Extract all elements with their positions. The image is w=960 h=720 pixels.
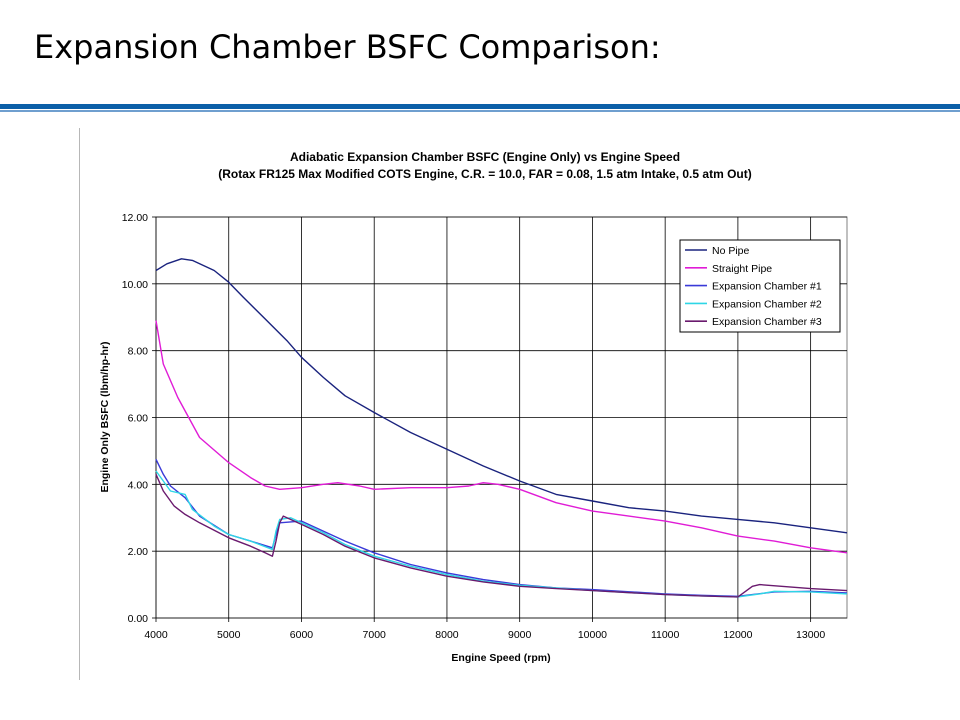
x-tick-label: 12000: [723, 629, 752, 641]
title-divider-light: [0, 110, 960, 112]
legend: No Pipe Straight Pipe Expansion Chamber #1…: [679, 239, 841, 333]
axis-ticks: 4000 5000 6000 7000 8000 9000 10000 11000 12000 1…: [122, 212, 826, 641]
x-tick-label: 10000: [578, 629, 607, 641]
content-left-rule: [79, 128, 80, 680]
y-tick-label: 4.00: [128, 479, 149, 491]
y-axis-label: Engine Only BSFC (lbm/hp-hr): [99, 341, 111, 492]
y-tick-label: 8.00: [128, 346, 149, 358]
legend-label-expansion-chamber-2: Expansion Chamber #2: [712, 298, 822, 310]
series-lines: [155, 258, 848, 598]
x-tick-label: 6000: [290, 629, 314, 641]
chart-title: Adiabatic Expansion Chamber BSFC (Engine…: [290, 150, 680, 164]
series-line-expansion-chamber-3: [155, 474, 848, 598]
slide-title: Expansion Chamber BSFC Comparison:: [34, 28, 661, 66]
title-divider: [0, 104, 960, 109]
legend-label-expansion-chamber-3: Expansion Chamber #3: [712, 316, 822, 328]
y-tick-label: 2.00: [128, 546, 149, 558]
legend-label-expansion-chamber-1: Expansion Chamber #1: [712, 281, 822, 293]
series-line-straight-pipe: [155, 320, 848, 554]
legend-items: No Pipe Straight Pipe Expansion Chamber #1…: [685, 245, 822, 328]
series-line-no-pipe: [155, 258, 848, 534]
x-tick-label: 9000: [508, 629, 532, 641]
x-tick-label: 8000: [435, 629, 459, 641]
x-tick-label: 7000: [363, 629, 387, 641]
chart-subtitle: (Rotax FR125 Max Modified COTS Engine, C…: [218, 167, 751, 181]
x-tick-label: 13000: [796, 629, 825, 641]
x-axis-label: Engine Speed (rpm): [451, 652, 550, 664]
y-tick-label: 12.00: [122, 212, 148, 224]
x-tick-label: 11000: [651, 629, 680, 641]
x-tick-label: 4000: [144, 629, 168, 641]
x-tick-label: 5000: [217, 629, 241, 641]
y-tick-label: 6.00: [128, 413, 149, 425]
y-tick-label: 10.00: [122, 279, 148, 291]
legend-label-straight-pipe: Straight Pipe: [712, 263, 772, 275]
y-tick-label: 0.00: [128, 613, 149, 625]
legend-label-no-pipe: No Pipe: [712, 245, 750, 257]
